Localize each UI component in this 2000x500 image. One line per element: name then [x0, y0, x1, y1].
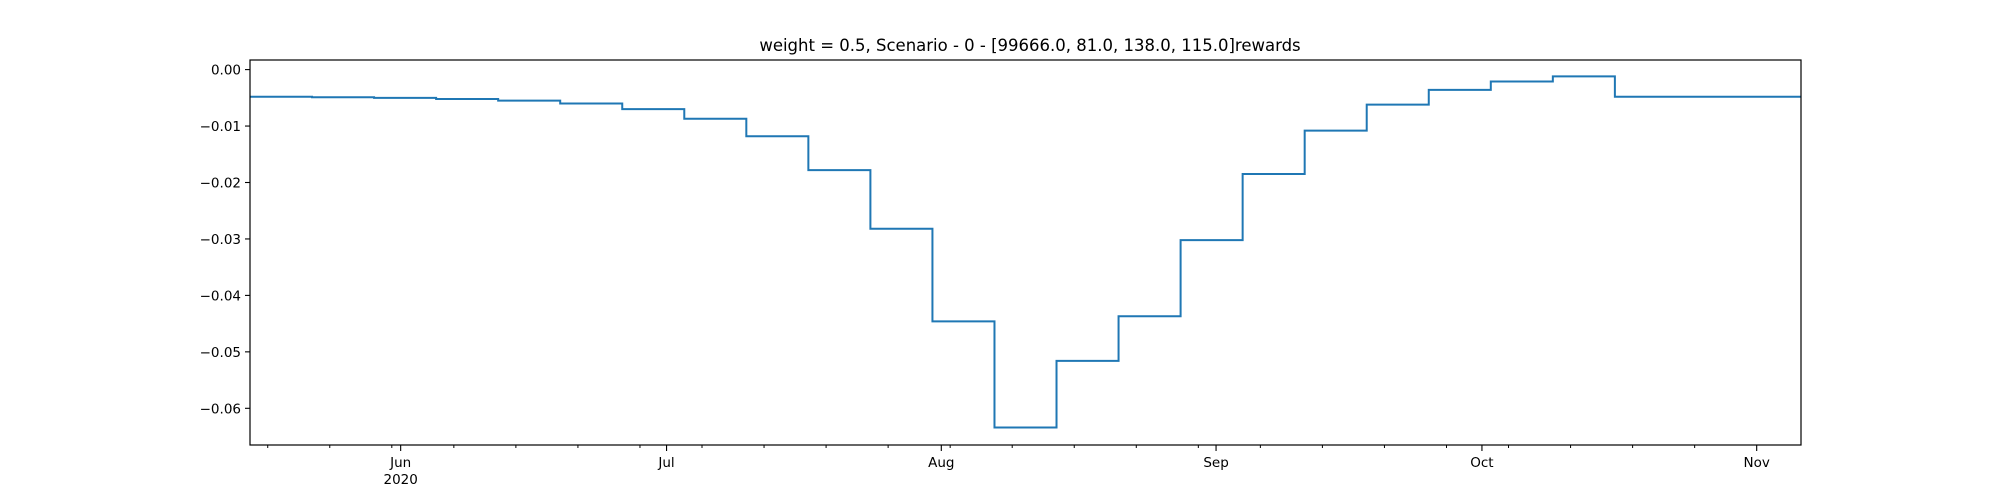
x-tick-label: Jul — [657, 455, 674, 471]
y-tick-label: −0.02 — [200, 176, 241, 192]
y-tick-label: 0.00 — [211, 63, 241, 79]
y-tick-label: −0.06 — [200, 401, 241, 417]
y-axis: 0.00 −0.01 −0.02 −0.03 −0.04 −0.05 −0.06 — [200, 63, 250, 417]
y-tick-label: −0.01 — [200, 119, 241, 135]
x-tick-label: Jun — [389, 455, 411, 471]
x-tick-label: Nov — [1744, 455, 1770, 471]
plot-frame — [249, 59, 1802, 446]
plot-area — [250, 60, 1801, 445]
x-tick-label: Oct — [1470, 455, 1493, 471]
x-tick-label: Sep — [1203, 455, 1228, 471]
series-line — [250, 75, 1801, 429]
chart-title: weight = 0.5, Scenario - 0 - [99666.0, 8… — [759, 36, 1300, 55]
y-tick-label: −0.04 — [200, 288, 241, 304]
x-tick-label: Aug — [928, 455, 954, 471]
y-tick-label: −0.05 — [200, 345, 241, 361]
y-tick-label: −0.03 — [200, 232, 241, 248]
x-year-label: 2020 — [383, 472, 417, 488]
